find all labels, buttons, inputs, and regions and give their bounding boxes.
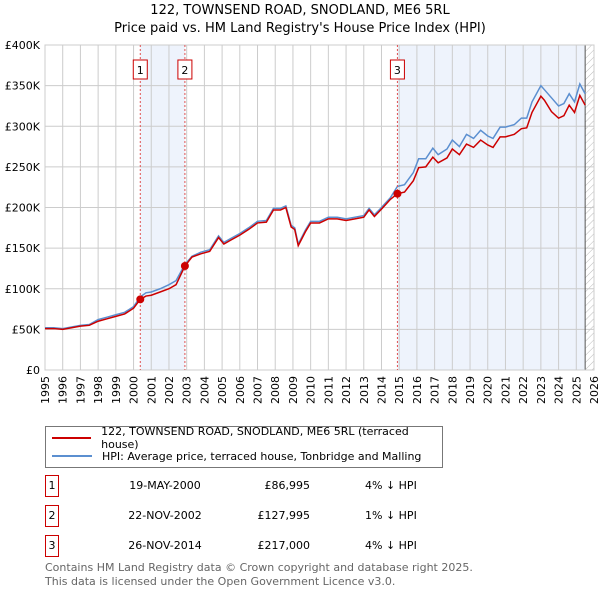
sale-label-number: 1 — [137, 64, 144, 77]
x-tick-label: 2005 — [216, 376, 229, 404]
footer-line1: Contains HM Land Registry data © Crown c… — [45, 561, 473, 574]
plot-area: 1995 1996 1997 1998 1999 2000 2001 2002 2003 2004… — [5, 39, 600, 404]
x-tick-label: 2000 — [128, 376, 141, 404]
sale-label-number: 2 — [181, 64, 188, 77]
sale-number: 3 — [45, 535, 59, 557]
x-tick-label: 2020 — [482, 376, 495, 404]
x-tick-label: 2026 — [588, 376, 600, 404]
chart-subtitle: Price paid vs. HM Land Registry's House … — [114, 21, 486, 36]
sale-row: 2 22-NOV-2002 £127,995 1% ↓ HPI — [45, 505, 445, 527]
y-tick-label: £50K — [12, 323, 41, 336]
x-tick-label: 2022 — [517, 376, 530, 404]
sale-date: 19-MAY-2000 — [129, 479, 201, 492]
property-line — [45, 93, 586, 331]
sale-date: 26-NOV-2014 — [128, 539, 202, 552]
y-tick-label: £0 — [26, 364, 40, 377]
x-tick-label: 2011 — [322, 376, 335, 404]
sale-price: £86,995 — [264, 479, 311, 492]
plot-frame — [44, 44, 595, 371]
sale-hpi-diff: 4% ↓ HPI — [365, 479, 417, 492]
legend: 122, TOWNSEND ROAD, SNODLAND, ME6 5RL (t… — [45, 425, 443, 468]
sale-row: 1 19-MAY-2000 £86,995 4% ↓ HPI — [45, 475, 445, 497]
sale-number: 2 — [45, 505, 59, 527]
sale-number: 1 — [45, 475, 59, 497]
y-tick-label: £350K — [5, 80, 41, 93]
y-tick-label: £400K — [5, 39, 41, 52]
x-tick-label: 2009 — [287, 376, 300, 404]
sale-label-box — [177, 59, 193, 80]
x-tick-label: 2002 — [163, 376, 176, 404]
x-tick-label: 2006 — [234, 376, 247, 404]
x-tick-label: 2014 — [375, 376, 388, 404]
sale-price: £217,000 — [257, 539, 311, 552]
y-tick-label: £250K — [5, 161, 41, 174]
y-tick-label: £300K — [5, 120, 41, 133]
x-tick-label: 1996 — [57, 376, 70, 404]
x-tick-label: 2019 — [464, 376, 477, 404]
hpi-line — [45, 82, 586, 330]
x-tick-label: 2018 — [446, 376, 459, 404]
x-tick-label: 1999 — [110, 376, 123, 404]
y-tick-label: £100K — [5, 283, 41, 296]
x-tick-label: 2025 — [570, 376, 583, 404]
sale-label-box — [389, 59, 405, 80]
y-tick-label: £150K — [5, 242, 41, 255]
chart-title: 122, TOWNSEND ROAD, SNODLAND, ME6 5RL — [150, 3, 450, 18]
sale-hpi-diff: 4% ↓ HPI — [365, 539, 417, 552]
legend-hpi-swatch — [52, 455, 92, 457]
legend-property-swatch — [52, 437, 92, 439]
y-tick-label: £200K — [5, 202, 41, 215]
x-tick-label: 1998 — [92, 376, 105, 404]
legend-hpi-label: HPI: Average price, terraced house, Tonb… — [102, 449, 422, 463]
footer-line2: This data is licensed under the Open Gov… — [45, 575, 396, 588]
x-tick-label: 2021 — [499, 376, 512, 404]
x-tick-label: 2003 — [181, 376, 194, 404]
x-tick-label: 2024 — [553, 376, 566, 404]
x-tick-label: 1997 — [74, 376, 87, 404]
x-tick-label: 2015 — [393, 376, 406, 404]
sale-date: 22-NOV-2002 — [128, 509, 202, 522]
sale-row: 3 26-NOV-2014 £217,000 4% ↓ HPI — [45, 535, 445, 557]
sale-point — [393, 189, 402, 198]
sale-point — [136, 295, 145, 304]
x-tick-label: 2023 — [535, 376, 548, 404]
sale-label-number: 3 — [394, 64, 401, 77]
x-tick-label: 1995 — [39, 376, 52, 404]
x-tick-label: 2016 — [411, 376, 424, 404]
sale-point — [180, 262, 189, 271]
legend-property-label: 122, TOWNSEND ROAD, SNODLAND, ME6 5RL (t… — [101, 425, 409, 451]
sale-price: £127,995 — [257, 509, 311, 522]
x-tick-label: 2007 — [252, 376, 265, 404]
x-tick-label: 2008 — [269, 376, 282, 404]
x-tick-label: 2012 — [340, 376, 353, 404]
x-tick-label: 2010 — [305, 376, 318, 404]
x-tick-label: 2013 — [358, 376, 371, 404]
sale-hpi-diff: 1% ↓ HPI — [365, 509, 417, 522]
x-tick-label: 2004 — [198, 376, 211, 404]
sale-label-box — [132, 59, 148, 80]
x-tick-label: 2001 — [145, 376, 158, 404]
x-tick-label: 2017 — [429, 376, 442, 404]
